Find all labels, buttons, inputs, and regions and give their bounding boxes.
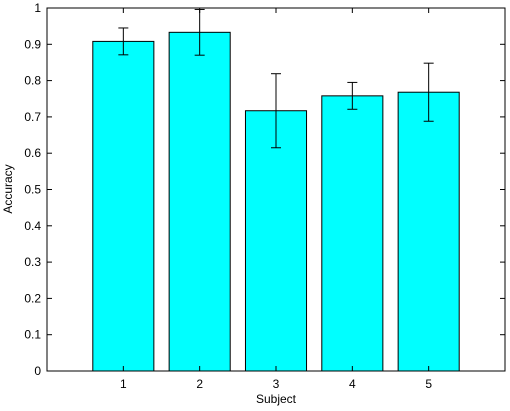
- y-tick-label: 0.3: [24, 255, 41, 269]
- x-tick-label: 1: [120, 377, 127, 391]
- y-tick-label: 0.4: [24, 219, 41, 233]
- y-tick-label: 0: [34, 364, 41, 378]
- x-tick-label: 2: [196, 377, 203, 391]
- y-tick-label: 0.9: [24, 37, 41, 51]
- bar: [92, 40, 155, 372]
- x-tick-label: 3: [273, 377, 280, 391]
- y-tick-label: 0.2: [24, 291, 41, 305]
- bar: [397, 91, 460, 372]
- y-tick-label: 0.1: [24, 328, 41, 342]
- y-axis-label: Accuracy: [1, 164, 15, 213]
- bar: [168, 31, 231, 372]
- y-tick-label: 0.5: [24, 183, 41, 197]
- x-tick-label: 4: [349, 377, 356, 391]
- y-tick-label: 0.7: [24, 110, 41, 124]
- bar: [321, 95, 384, 372]
- y-tick-label: 0.8: [24, 74, 41, 88]
- x-tick-label: 5: [425, 377, 432, 391]
- y-tick-label: 1: [34, 1, 41, 15]
- y-tick-label: 0.6: [24, 146, 41, 160]
- x-axis-label: Subject: [256, 392, 297, 406]
- bar: [244, 110, 308, 372]
